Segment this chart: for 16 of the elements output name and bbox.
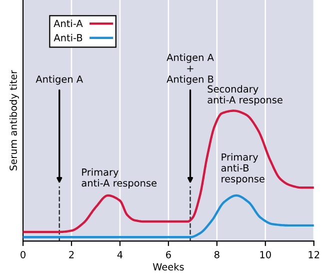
x-axis-title: Weeks — [152, 262, 184, 271]
ref-line-label: Antigen A — [36, 75, 83, 85]
x-tick-label: 0 — [20, 250, 26, 258]
x-tick-label: 12 — [308, 250, 320, 258]
x-tick-label: 10 — [260, 250, 271, 258]
ref-line-label: Antigen A + Antigen B — [166, 54, 214, 85]
annotation: Primary anti-A response — [82, 168, 156, 189]
legend-label: Anti-A — [54, 20, 83, 27]
x-tick-label: 2 — [69, 250, 74, 258]
x-tick-label: 6 — [166, 250, 171, 258]
annotation: Primary anti-B response — [221, 153, 264, 184]
legend-label: Anti-B — [54, 34, 82, 42]
text: Secondary anti-A response — [208, 85, 282, 106]
x-tick-label: 4 — [117, 251, 123, 258]
x-tick-label: 8 — [214, 250, 220, 258]
y-axis-title: Serum antibody titer — [9, 70, 19, 170]
